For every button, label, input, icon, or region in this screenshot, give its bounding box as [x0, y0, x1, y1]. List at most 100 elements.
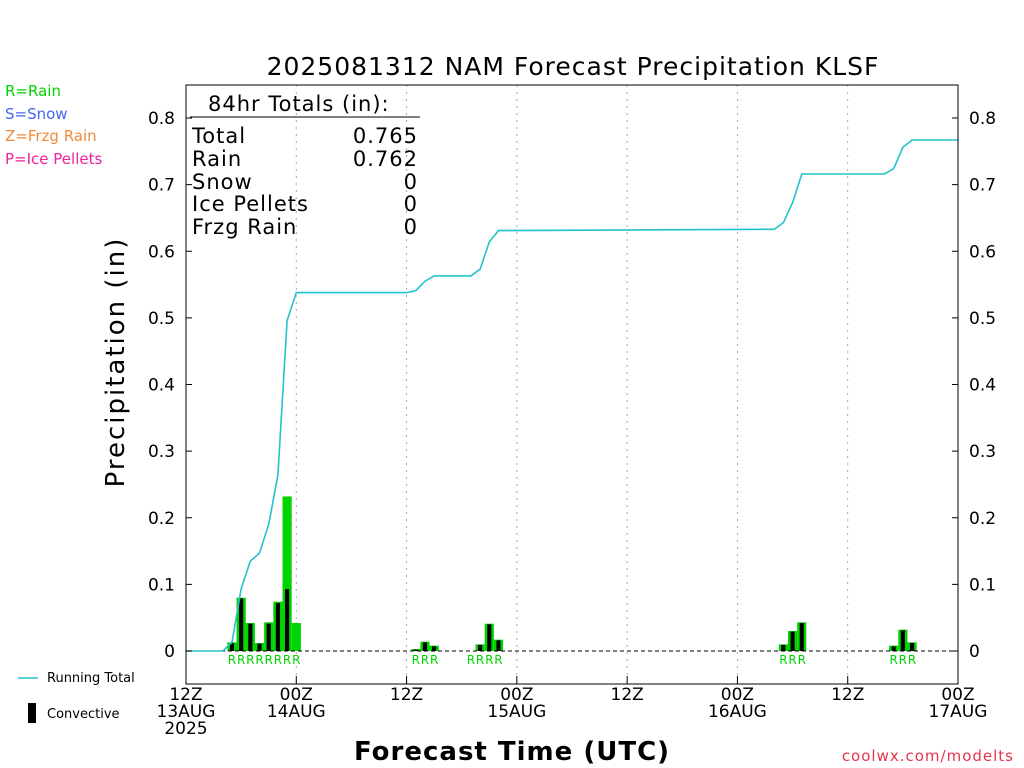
ptype-label: R	[283, 653, 291, 667]
ptype-label: R	[237, 653, 245, 667]
x-tick-label: 00Z	[721, 685, 754, 705]
running-total-line	[186, 139, 958, 652]
y-tick-label: 0.7	[148, 176, 175, 196]
y-tick-label: 0.2	[969, 509, 996, 529]
ptype-label: R	[265, 653, 273, 667]
convective-bar	[248, 623, 253, 651]
x-tick-label: 15AUG	[487, 702, 546, 722]
ptype-legend-frzg-rain: Z=Frzg Rain	[5, 127, 97, 145]
y-tick-label: 0.2	[148, 509, 175, 529]
convective-bar	[229, 643, 235, 651]
y-tick-label: 0.5	[148, 309, 175, 329]
totals-box: 84hr Totals (in): Total 0.765 Rain 0.762…	[190, 92, 420, 239]
convective-bar	[285, 589, 290, 651]
convective-bar	[799, 623, 804, 651]
totals-value-frzg-rain: 0	[404, 215, 418, 239]
y-tick-label: 0.6	[148, 242, 175, 262]
convective-bar	[432, 646, 437, 651]
x-tick-label: 00Z	[500, 685, 533, 705]
convective-bar	[891, 646, 896, 651]
totals-value-snow: 0	[404, 170, 418, 194]
ptype-label: R	[788, 653, 796, 667]
credit-link[interactable]: coolwx.com/modelts	[842, 747, 1014, 765]
ptype-label: R	[430, 653, 438, 667]
totals-header: 84hr Totals (in):	[208, 92, 390, 116]
precip-bar	[282, 496, 292, 651]
ptype-legend-snow: S=Snow	[5, 105, 68, 123]
totals-value-total: 0.765	[353, 124, 418, 148]
y-tick-label: 0.4	[148, 376, 175, 396]
convective-bar	[487, 624, 492, 651]
x-tick-label: 12Z	[169, 685, 202, 705]
totals-label-frzg-rain: Frzg Rain	[192, 215, 297, 239]
ptype-label: R	[779, 653, 787, 667]
ptype-label: R	[412, 653, 420, 667]
ptype-label: R	[421, 653, 429, 667]
running-total-key-label: Running Total	[47, 671, 135, 686]
y-tick-label: 0.8	[148, 109, 175, 129]
ptype-label: R	[255, 653, 263, 667]
ptype-label: R	[292, 653, 300, 667]
vertical-grid	[295, 85, 849, 684]
convective-bar	[257, 643, 262, 651]
precip-bars	[227, 496, 917, 651]
x-tick-label: 00Z	[280, 685, 313, 705]
totals-label-total: Total	[191, 124, 246, 148]
y-tick-label: 0.1	[148, 575, 175, 595]
x-axis-label: Forecast Time (UTC)	[354, 737, 670, 767]
convective-key-label: Convective	[47, 707, 120, 722]
y-tick-label: 0.7	[969, 176, 996, 196]
totals-value-ice-pellets: 0	[404, 192, 418, 216]
totals-label-ice-pellets: Ice Pellets	[192, 192, 309, 216]
totals-label-rain: Rain	[192, 147, 242, 171]
convective-bar	[790, 631, 795, 651]
y-axis-label: Precipitation (in)	[101, 237, 131, 488]
x-tick-label: 16AUG	[708, 702, 767, 722]
chart-title: 2025081312 NAM Forecast Precipitation KL…	[267, 52, 880, 81]
ptype-label: R	[246, 653, 254, 667]
ptype-legend-rain: R=Rain	[5, 82, 61, 100]
y-tick-label: 0.3	[148, 442, 175, 462]
totals-value-rain: 0.762	[353, 147, 418, 171]
ptype-label: R	[494, 653, 502, 667]
x-tick-label: 14AUG	[267, 702, 326, 722]
convective-bar	[413, 649, 418, 651]
y-tick-label: 0.1	[969, 575, 996, 595]
convective-bar	[275, 603, 280, 651]
ptype-legend-ice-pellets: P=Ice Pellets	[5, 150, 102, 168]
y-tick-label: 0.8	[969, 109, 996, 129]
convective-bar	[478, 645, 483, 651]
y-tick-label: 0.6	[969, 242, 996, 262]
ptype-label: R	[899, 653, 907, 667]
x-tick-label: 13AUG	[157, 702, 216, 722]
x-tick-label: 17AUG	[929, 702, 988, 722]
convective-bar	[496, 640, 501, 651]
y-axis-right: 0 0.1 0.2 0.3 0.4 0.5 0.6 0.7 0.8	[952, 109, 996, 662]
convective-bar	[266, 623, 271, 651]
ptype-label: R	[485, 653, 493, 667]
y-axis-left: 0 0.1 0.2 0.3 0.4 0.5 0.6 0.7 0.8	[148, 109, 192, 662]
totals-label-snow: Snow	[192, 170, 253, 194]
convective-bar	[909, 643, 915, 651]
x-tick-label: 00Z	[941, 685, 974, 705]
y-tick-label: 0.4	[969, 376, 996, 396]
x-tick-label: 2025	[164, 719, 207, 739]
ptype-label: R	[908, 653, 916, 667]
convective-bar	[781, 645, 786, 651]
x-tick-label: 12Z	[831, 685, 864, 705]
x-tick-label: 12Z	[611, 685, 644, 705]
ptype-label: R	[228, 653, 236, 667]
ptype-label: R	[798, 653, 806, 667]
convective-bars	[229, 589, 915, 651]
y-tick-label: 0.5	[969, 309, 996, 329]
y-tick-label: 0	[164, 642, 175, 662]
y-tick-label: 0.3	[969, 442, 996, 462]
y-tick-label: 0	[969, 642, 980, 662]
precip-bar	[291, 623, 301, 651]
plot-frame	[185, 84, 959, 685]
convective-bar	[239, 598, 244, 651]
x-tick-label: 12Z	[390, 685, 423, 705]
